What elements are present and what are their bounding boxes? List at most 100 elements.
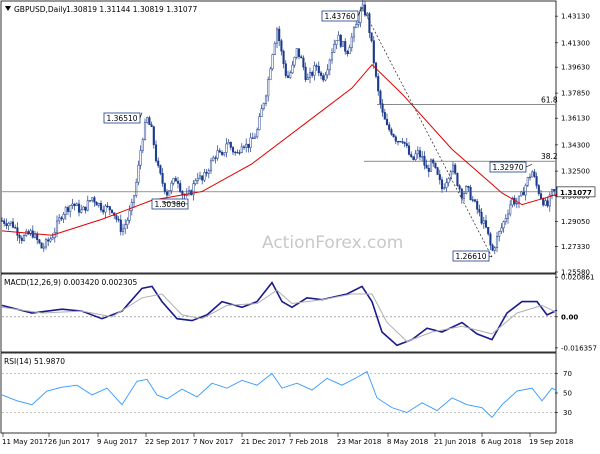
candle-body	[469, 187, 472, 200]
candle-body	[280, 40, 283, 52]
candle-body	[454, 164, 457, 174]
candle-body	[493, 247, 496, 251]
candle-body	[168, 190, 171, 196]
candle-body	[44, 239, 48, 248]
candle-body	[377, 76, 380, 92]
candle-body	[531, 171, 534, 178]
candle-body	[447, 178, 450, 184]
x-axis-tick-label: 9 Aug 2017	[97, 438, 137, 446]
candle-body	[407, 145, 411, 155]
candle-body	[0, 220, 4, 222]
candle-body	[249, 137, 252, 148]
candle-body	[82, 206, 85, 211]
candle-body	[335, 40, 338, 45]
candle-body	[247, 143, 250, 148]
price-y-tick-label: 1.36130	[561, 115, 590, 123]
candle-body	[302, 57, 305, 68]
candle-body	[291, 64, 294, 74]
candle-body	[128, 210, 131, 221]
candle-body	[293, 56, 296, 66]
candle-body	[220, 151, 224, 155]
candle-body	[117, 218, 120, 221]
candle-body	[225, 143, 228, 153]
candle-body	[306, 77, 309, 80]
candle-body	[201, 175, 204, 181]
candle-body	[390, 129, 393, 135]
candle-body	[176, 180, 180, 184]
candle-body	[542, 198, 545, 206]
candle-body	[284, 63, 287, 77]
candle-body	[528, 176, 532, 179]
candle-body	[414, 153, 417, 160]
candle-body	[240, 146, 243, 153]
candle-body	[344, 41, 347, 52]
candle-body	[498, 231, 501, 237]
candle-body	[106, 205, 109, 208]
candle-body	[104, 205, 107, 213]
x-axis-tick-label: 11 May 2017	[2, 438, 48, 446]
candle-body	[71, 203, 74, 206]
candle-body	[262, 103, 265, 109]
candle-body	[242, 146, 246, 148]
candle-body	[7, 223, 10, 226]
candle-body	[55, 220, 59, 233]
x-axis-tick-label: 26 Jun 2017	[48, 438, 90, 446]
candle-body	[91, 197, 94, 201]
fib-level-label: 61.8	[541, 95, 558, 104]
candle-body	[264, 95, 268, 104]
rsi-y-tick-label: 30	[563, 409, 572, 417]
candle-body	[163, 183, 166, 192]
candle-body	[121, 228, 125, 232]
candle-body	[165, 191, 169, 196]
candle-body	[520, 191, 523, 197]
candle-body	[205, 172, 208, 174]
candle-body	[126, 220, 129, 225]
candle-body	[179, 183, 182, 192]
candle-body	[157, 160, 160, 166]
candle-body	[317, 65, 320, 74]
candle-body	[75, 203, 78, 206]
candle-body	[392, 134, 395, 138]
x-axis-tick-label: 23 Mar 2018	[337, 438, 381, 446]
candle-body	[267, 79, 270, 97]
candle-body	[139, 150, 142, 166]
candle-body	[381, 103, 384, 113]
price-label-connector	[525, 163, 533, 168]
candle-body	[480, 212, 483, 224]
candle-body	[150, 124, 153, 127]
candle-body	[3, 220, 6, 224]
x-axis-tick-label: 19 Sep 2018	[529, 438, 573, 446]
candle-body	[418, 150, 422, 158]
candle-body	[322, 75, 325, 81]
candle-body	[456, 172, 459, 186]
ohlc-header: 1.30819 1.31144 1.30819 1.31077	[66, 5, 197, 14]
price-title: GBPUSD,Daily	[14, 5, 67, 14]
rsi-y-tick-label: 70	[563, 370, 572, 378]
price-panel	[0, 0, 557, 274]
candle-body	[192, 183, 195, 196]
candle-body	[14, 227, 17, 229]
x-axis-tick-label: 6 Aug 2018	[481, 438, 521, 446]
candle-body	[209, 160, 213, 171]
candle-body	[443, 187, 446, 190]
candle-body	[484, 220, 488, 228]
candle-body	[436, 167, 439, 175]
candle-body	[234, 151, 237, 154]
candle-body	[405, 143, 408, 147]
candle-body	[64, 207, 67, 215]
price-y-tick-label: 1.41300	[561, 39, 590, 47]
candle-body	[368, 13, 371, 33]
candle-body	[482, 220, 485, 224]
candle-body	[227, 142, 230, 145]
x-axis-tick-label: 21 Jun 2018	[434, 438, 476, 446]
candle-body	[258, 116, 261, 130]
candle-body	[174, 178, 177, 182]
candle-body	[504, 218, 507, 222]
candle-body	[203, 172, 206, 181]
candle-body	[297, 48, 301, 57]
candle-body	[289, 72, 292, 78]
collapse-arrow-icon[interactable]	[5, 6, 11, 11]
candle-body	[269, 68, 272, 80]
candle-body	[69, 205, 72, 212]
candle-body	[11, 221, 15, 228]
